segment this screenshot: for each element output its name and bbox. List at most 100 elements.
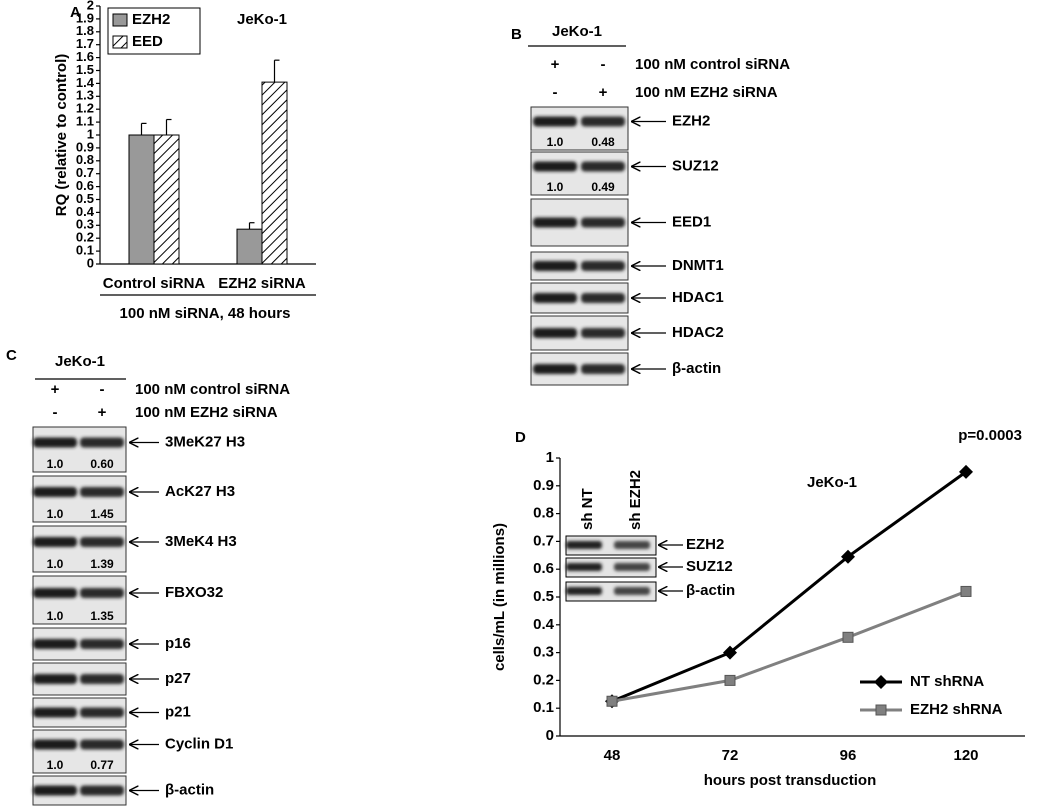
y-tick-label: 0.4 — [76, 204, 95, 219]
y-tick-label: 2 — [87, 0, 94, 12]
y-tick-label: 1.7 — [76, 36, 94, 51]
blot-band — [33, 739, 77, 750]
y-tick-label: 1.5 — [76, 62, 94, 77]
band-label: DNMT1 — [672, 257, 724, 274]
band-label: FBXO32 — [165, 584, 223, 601]
y-tick-label: 1.9 — [76, 10, 94, 25]
blot-band — [581, 328, 625, 338]
blot-band — [533, 161, 577, 172]
y-tick-label: 0.6 — [76, 178, 94, 193]
blot-band — [566, 563, 602, 571]
data-point — [723, 645, 737, 660]
data-point — [842, 631, 854, 643]
blot-band — [533, 328, 577, 338]
sign: + — [51, 381, 60, 398]
blot-band — [80, 588, 124, 598]
blot-band — [614, 563, 650, 571]
data-point — [959, 464, 973, 479]
band-label: EZH2 — [686, 536, 724, 553]
quantification: 0.49 — [591, 180, 615, 194]
y-tick-label: 0 — [87, 255, 94, 270]
x-tick-label: EZH2 siRNA — [218, 275, 306, 292]
blot-band — [80, 537, 124, 547]
y-tick-label: 1 — [87, 126, 94, 141]
band-label: p27 — [165, 670, 191, 687]
quantification: 1.45 — [90, 507, 114, 521]
blot-band — [581, 293, 625, 303]
quantification: 1.0 — [47, 457, 64, 471]
quantification: 1.0 — [47, 507, 64, 521]
blot-frame — [32, 426, 127, 473]
y-tick-label: 0.2 — [76, 230, 94, 245]
sign: + — [551, 56, 560, 73]
band-label: 3MeK27 H3 — [165, 433, 245, 450]
blot-band — [33, 639, 77, 649]
blot-band — [80, 739, 124, 750]
blot-band — [566, 541, 602, 549]
blot-frame — [32, 575, 127, 625]
quantification: 1.35 — [90, 609, 114, 623]
chart-title: JeKo-1 — [237, 11, 287, 28]
y-tick-label: 1.6 — [76, 49, 94, 64]
panel-label: C — [6, 347, 17, 364]
y-tick-label: 0.8 — [533, 505, 554, 522]
quantification: 0.48 — [591, 135, 615, 149]
y-tick-label: 0.2 — [533, 671, 554, 688]
blot-band — [33, 487, 77, 497]
quantification: 1.0 — [547, 180, 564, 194]
blot-band — [33, 674, 77, 684]
y-axis-label: RQ (relative to control) — [53, 54, 70, 217]
x-tick-label: Control siRNA — [103, 275, 206, 292]
blot-band — [80, 707, 124, 718]
y-tick-label: 0.3 — [76, 217, 94, 232]
legend-swatch — [112, 35, 128, 49]
band-label: 3MeK4 H3 — [165, 533, 237, 550]
legend-label: NT shRNA — [910, 673, 984, 690]
bar — [128, 134, 155, 265]
y-tick-label: 0.1 — [76, 243, 94, 258]
cell-line: JeKo-1 — [552, 23, 602, 40]
data-point — [960, 585, 972, 597]
blot-band — [533, 261, 577, 271]
sign: + — [98, 404, 107, 421]
y-tick-label: 0.1 — [533, 699, 554, 716]
series-line — [611, 590, 967, 703]
lane-label: sh NT — [579, 488, 596, 530]
quantification: 1.0 — [547, 135, 564, 149]
band-label: HDAC1 — [672, 289, 724, 306]
condition-label: 100 nM control siRNA — [635, 56, 790, 73]
legend-label: EZH2 shRNA — [910, 701, 1003, 718]
y-tick-label: 0.6 — [533, 560, 554, 577]
y-tick-label: 0.3 — [533, 644, 554, 661]
blot-band — [80, 639, 124, 649]
chart-title: JeKo-1 — [807, 474, 857, 491]
y-tick-label: 0.7 — [533, 532, 554, 549]
x-tick-label: 120 — [953, 747, 978, 764]
x-tick-label: 48 — [604, 747, 621, 764]
data-point — [724, 674, 736, 686]
panel-label: D — [515, 429, 526, 446]
blot-band — [533, 217, 577, 228]
condition-label: 100 nM EZH2 siRNA — [635, 84, 778, 101]
series-line — [611, 470, 967, 703]
band-label: EZH2 — [672, 112, 710, 129]
bar — [261, 81, 288, 265]
y-tick-label: 0.9 — [533, 477, 554, 494]
quantification: 1.0 — [47, 557, 64, 571]
legend-label: EED — [132, 33, 163, 50]
blot-band — [33, 707, 77, 718]
y-axis-label: cells/mL (in millions) — [491, 523, 508, 671]
y-tick-label: 0.5 — [76, 191, 94, 206]
quantification: 1.0 — [47, 758, 64, 772]
band-label: β-actin — [672, 360, 721, 377]
blot-band — [581, 116, 625, 127]
y-tick-label: 0 — [546, 727, 554, 744]
band-label: p21 — [165, 703, 191, 720]
condition-label: 100 nM control siRNA — [135, 381, 290, 398]
blot-frame — [32, 525, 127, 573]
quantification: 0.77 — [90, 758, 114, 772]
y-tick-label: 1.1 — [76, 114, 94, 129]
blot-band — [533, 364, 577, 374]
quantification: 0.60 — [90, 457, 114, 471]
